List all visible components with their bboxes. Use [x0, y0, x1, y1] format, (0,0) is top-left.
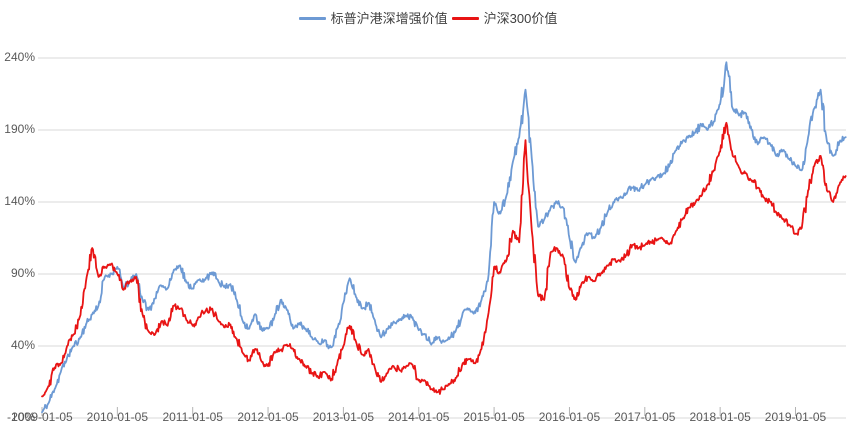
series-line-csi300-value	[41, 121, 847, 398]
legend: 标普沪港深增强价值 沪深300价值	[0, 11, 856, 26]
legend-line-swatch-red	[451, 17, 479, 20]
series-line-sp-hksh-enhanced-value	[41, 61, 847, 414]
x-tick-label-2012-01-05: 2012-01-05	[237, 410, 299, 424]
x-tick-label-2014-01-05: 2014-01-05	[388, 410, 450, 424]
x-tick-label-2017-01-05: 2017-01-05	[614, 410, 676, 424]
legend-item-sp-hksh-enhanced-value[interactable]: 标普沪港深增强价值	[298, 11, 448, 26]
x-tick-label-2018-01-05: 2018-01-05	[689, 410, 751, 424]
x-tick-label-2019-01-05: 2019-01-05	[765, 410, 827, 424]
y-tick-label-90: 90%	[11, 266, 35, 280]
x-tick-label-2011-01-05: 2011-01-05	[162, 410, 223, 424]
x-tick-label-2009-01-05: 2009-01-05	[11, 410, 73, 424]
x-tick-label-2010-01-05: 2010-01-05	[87, 410, 149, 424]
legend-label-sp-hksh-enhanced-value: 标普沪港深增强价值	[330, 11, 448, 26]
y-tick-label-240: 240%	[4, 50, 35, 64]
x-tick-label-2016-01-05: 2016-01-05	[539, 410, 601, 424]
x-tick-label-2015-01-05: 2015-01-05	[463, 410, 525, 424]
y-tick-label--10: -10%	[7, 410, 35, 424]
legend-line-swatch-blue	[298, 17, 326, 20]
y-tick-label-140: 140%	[4, 194, 35, 208]
y-tick-label-190: 190%	[4, 122, 35, 136]
legend-item-csi300-value[interactable]: 沪深300价值	[451, 11, 558, 26]
y-tick-label-40: 40%	[11, 338, 35, 352]
x-tick-label-2013-01-05: 2013-01-05	[313, 410, 375, 424]
legend-label-csi300-value: 沪深300价值	[483, 11, 558, 26]
